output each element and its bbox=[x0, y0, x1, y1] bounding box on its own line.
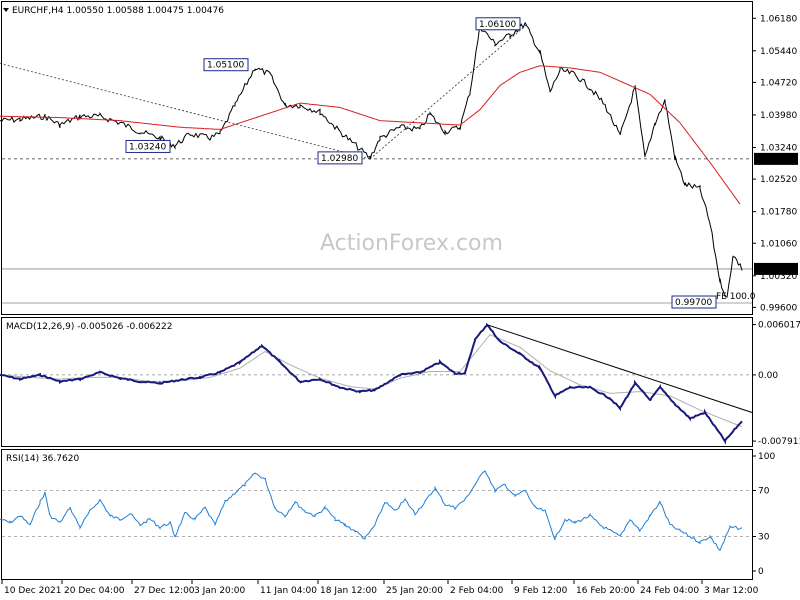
price-y-tick-label: 1.01060 bbox=[760, 239, 797, 249]
macd-y-tick-label: 0.006017 bbox=[758, 321, 800, 331]
fib-label: FE 100.0 bbox=[716, 292, 756, 302]
x-tick-label: 2 Feb 04:00 bbox=[450, 586, 504, 596]
right-price-marker-text: 1.02980 bbox=[758, 155, 795, 165]
watermark: ActionForex.com bbox=[320, 231, 503, 256]
price-label-text: 1.02980 bbox=[321, 154, 358, 164]
x-tick-label: 3 Mar 12:00 bbox=[704, 586, 759, 596]
rsi-layer bbox=[0, 470, 752, 551]
x-tick-label: 27 Dec 12:00 bbox=[134, 586, 195, 596]
dropdown-arrow-icon bbox=[3, 8, 9, 12]
price-y-tick-label: 1.01780 bbox=[760, 208, 797, 218]
rsi-y-tick-label: 30 bbox=[758, 533, 770, 543]
x-tick-label: 18 Jan 12:00 bbox=[320, 586, 377, 596]
x-tick-label: 25 Jan 20:00 bbox=[386, 586, 443, 596]
x-tick-label: 20 Dec 04:00 bbox=[64, 586, 125, 596]
y-axis-labels: 1.06180 1.05440 1.04720 1.03980 1.03240 1.025… bbox=[752, 14, 800, 577]
moving-average-series bbox=[0, 65, 741, 205]
price-y-tick-label: 0.99600 bbox=[760, 303, 797, 313]
price-y-tick-label: 1.04720 bbox=[760, 78, 797, 88]
x-tick-label: 10 Dec 2021 bbox=[4, 586, 62, 596]
x-tick-label: 9 Feb 12:00 bbox=[514, 586, 568, 596]
x-tick-label: 3 Jan 20:00 bbox=[194, 586, 246, 596]
right-price-marker bbox=[754, 152, 798, 165]
rsi-panel-frame bbox=[1, 449, 753, 580]
rsi-y-tick-label: 0 bbox=[758, 567, 764, 577]
right-price-marker bbox=[754, 262, 798, 275]
price-y-tick-label: 1.03240 bbox=[760, 143, 797, 153]
macd-y-tick-label: 0.00 bbox=[758, 371, 778, 381]
rsi-y-tick-label: 100 bbox=[758, 452, 775, 462]
price-label-text: 1.05100 bbox=[207, 61, 244, 71]
macd-trendline bbox=[486, 324, 753, 414]
price-y-tick-label: 1.06180 bbox=[760, 14, 797, 24]
macd-y-tick-label: -0.007911 bbox=[758, 437, 800, 447]
rsi-y-tick-label: 70 bbox=[758, 487, 770, 497]
price-y-tick-label: 1.00320 bbox=[760, 272, 797, 282]
price-y-tick-label: 1.03980 bbox=[760, 111, 797, 121]
price-label-box bbox=[317, 151, 363, 165]
price-label-text: 0.99700 bbox=[675, 298, 712, 308]
price-y-tick-label: 1.02520 bbox=[760, 175, 797, 185]
price-label-box bbox=[475, 17, 521, 31]
price-label-box bbox=[203, 58, 249, 72]
macd-layer bbox=[0, 322, 753, 445]
macd-header: MACD(12,26,9) -0.005026 -0.006222 bbox=[6, 322, 172, 332]
x-tick-label: 24 Feb 04:00 bbox=[640, 586, 699, 596]
price-layer: 1.05100 1.03240 1.02980 1.06100 0.99700 1.029… bbox=[0, 17, 798, 309]
price-label-text: 1.03240 bbox=[129, 142, 166, 152]
price-header: EURCHF,H4 1.00550 1.00588 1.00475 1.0047… bbox=[12, 6, 224, 16]
x-tick-label: 16 Feb 20:00 bbox=[576, 586, 635, 596]
macd-panel-frame bbox=[1, 317, 753, 447]
x-axis-labels: 10 Dec 2021 20 Dec 04:00 27 Dec 12:00 3 Jan… bbox=[1, 580, 759, 596]
rsi-header: RSI(14) 36.7620 bbox=[6, 454, 79, 464]
rsi-series bbox=[0, 470, 743, 551]
price-y-tick-label: 1.05440 bbox=[760, 47, 797, 57]
price-trendline bbox=[369, 23, 529, 160]
price-series bbox=[0, 22, 743, 298]
right-price-marker-text: 1.00476 bbox=[758, 265, 795, 275]
price-panel-frame bbox=[1, 1, 753, 315]
x-tick-label: 11 Jan 04:00 bbox=[260, 586, 317, 596]
price-label-box bbox=[125, 139, 171, 153]
price-label-text: 1.06100 bbox=[479, 20, 516, 30]
price-label-box bbox=[671, 295, 717, 309]
macd-series bbox=[0, 322, 743, 445]
